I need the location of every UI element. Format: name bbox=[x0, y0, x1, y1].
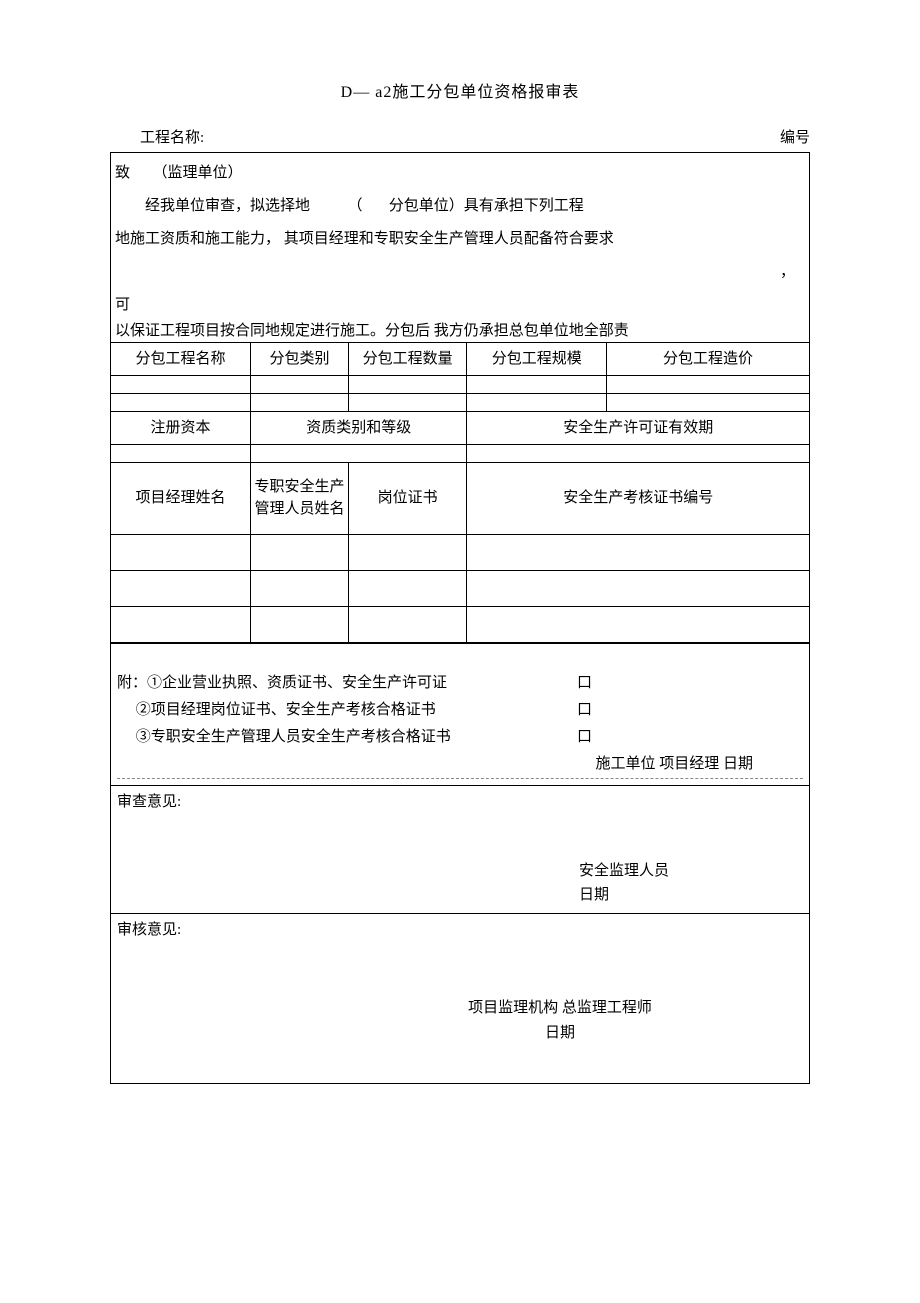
attach-text-3: ③专职安全生产管理人员安全生产考核合格证书 bbox=[136, 729, 451, 745]
table-header-row3: 项目经理姓名 专职安全生产管理人员姓名 岗位证书 安全生产考核证书编号 bbox=[111, 462, 809, 534]
col-category: 分包类别 bbox=[251, 342, 349, 375]
cell bbox=[111, 375, 251, 393]
cell bbox=[467, 444, 809, 462]
cell bbox=[111, 606, 251, 642]
construction-signature: 施工单位 项目经理 日期 bbox=[117, 751, 803, 779]
cell bbox=[348, 534, 467, 570]
date-label-2: 日期 bbox=[317, 1021, 803, 1047]
cell bbox=[467, 534, 809, 570]
cell bbox=[111, 534, 251, 570]
cell bbox=[251, 534, 349, 570]
intro-line-guarantee: 以保证工程项目按合同地规定进行施工。分包后 我方仍承担总包单位地全部责 bbox=[115, 322, 805, 342]
review1-signature: 安全监理人员 日期 bbox=[579, 859, 669, 907]
col-capital: 注册资本 bbox=[111, 411, 251, 444]
review-opinion-1: 审查意见: 安全监理人员 日期 bbox=[110, 786, 810, 914]
col-qual-level: 资质类别和等级 bbox=[251, 411, 467, 444]
attachment-item-2: ②项目经理岗位证书、安全生产考核合格证书 口 bbox=[117, 697, 803, 724]
attachments-section: 附：①企业营业执照、资质证书、安全生产许可证 口 ②项目经理岗位证书、安全生产考… bbox=[110, 644, 810, 786]
table-row bbox=[111, 570, 809, 606]
intro-line-qual: 地施工资质和施工能力， 其项目经理和专职安全生产管理人员配备符合要求 bbox=[115, 223, 805, 256]
to-label: 致 bbox=[115, 165, 130, 181]
cell bbox=[348, 375, 467, 393]
checkbox-mark: 口 bbox=[577, 724, 592, 751]
col-safety-permit: 安全生产许可证有效期 bbox=[467, 411, 809, 444]
intro-paren-open: （ bbox=[348, 198, 363, 214]
form-number-label: 编号 bbox=[780, 126, 810, 150]
cell bbox=[467, 375, 607, 393]
cell bbox=[467, 606, 809, 642]
supervisor-unit: （监理单位） bbox=[153, 165, 243, 181]
cell bbox=[251, 393, 349, 411]
intro-comma: ， bbox=[115, 256, 805, 289]
table-row bbox=[111, 375, 809, 393]
cell bbox=[251, 570, 349, 606]
attach-prefix: 附： bbox=[117, 675, 147, 691]
safety-supervisor-label: 安全监理人员 bbox=[579, 859, 669, 883]
chief-engineer-label: 项目监理机构 总监理工程师 bbox=[317, 996, 803, 1022]
intro-text-a: 经我单位审查，拟选择地 bbox=[145, 198, 310, 214]
col-project-name: 分包工程名称 bbox=[111, 342, 251, 375]
cell bbox=[467, 570, 809, 606]
cell bbox=[348, 606, 467, 642]
review2-label: 审核意见: bbox=[117, 918, 803, 942]
col-safety-staff: 专职安全生产管理人员姓名 bbox=[251, 462, 349, 534]
cell bbox=[607, 375, 809, 393]
cell bbox=[251, 444, 467, 462]
attach-text-2: ②项目经理岗位证书、安全生产考核合格证书 bbox=[136, 702, 436, 718]
review1-label: 审查意见: bbox=[117, 790, 803, 814]
form-title: D— a2施工分包单位资格报审表 bbox=[110, 80, 810, 106]
intro-line-can: 可 bbox=[115, 289, 805, 322]
attachment-item-1: 附：①企业营业执照、资质证书、安全生产许可证 口 bbox=[117, 670, 803, 697]
table-header-row2: 注册资本 资质类别和等级 安全生产许可证有效期 bbox=[111, 411, 809, 444]
cell bbox=[251, 375, 349, 393]
intro-section: 致 （监理单位） 经我单位审查，拟选择地 （ 分包单位）具有承担下列工程 地施工… bbox=[111, 153, 809, 342]
intro-line-select: 经我单位审查，拟选择地 （ 分包单位）具有承担下列工程 bbox=[115, 190, 805, 223]
col-pm-name: 项目经理姓名 bbox=[111, 462, 251, 534]
form-outer-box: 致 （监理单位） 经我单位审查，拟选择地 （ 分包单位）具有承担下列工程 地施工… bbox=[110, 152, 810, 644]
checkbox-mark: 口 bbox=[577, 697, 592, 724]
cell bbox=[348, 393, 467, 411]
col-safety-cert-no: 安全生产考核证书编号 bbox=[467, 462, 809, 534]
col-position-cert: 岗位证书 bbox=[348, 462, 467, 534]
attachment-item-3: ③专职安全生产管理人员安全生产考核合格证书 口 bbox=[117, 724, 803, 751]
cell bbox=[111, 444, 251, 462]
attach-text-1: ①企业营业执照、资质证书、安全生产许可证 bbox=[147, 675, 447, 691]
checkbox-mark: 口 bbox=[577, 670, 592, 697]
review-opinion-2: 审核意见: 项目监理机构 总监理工程师 日期 bbox=[110, 914, 810, 1084]
cell bbox=[607, 393, 809, 411]
review2-signature: 项目监理机构 总监理工程师 日期 bbox=[117, 996, 803, 1047]
table-header-row1: 分包工程名称 分包类别 分包工程数量 分包工程规模 分包工程造价 bbox=[111, 342, 809, 375]
table-row bbox=[111, 534, 809, 570]
col-quantity: 分包工程数量 bbox=[348, 342, 467, 375]
table-row bbox=[111, 606, 809, 642]
col-cost: 分包工程造价 bbox=[607, 342, 809, 375]
intro-line-to: 致 （监理单位） bbox=[115, 157, 805, 190]
col-scale: 分包工程规模 bbox=[467, 342, 607, 375]
header-row: 工程名称: 编号 bbox=[110, 126, 810, 150]
project-name-label: 工程名称: bbox=[140, 126, 204, 150]
cell bbox=[348, 570, 467, 606]
intro-text-c: 分包单位）具有承担下列工程 bbox=[389, 198, 584, 214]
cell bbox=[251, 606, 349, 642]
cell bbox=[111, 570, 251, 606]
table-row bbox=[111, 393, 809, 411]
table-row bbox=[111, 444, 809, 462]
subcontract-table: 分包工程名称 分包类别 分包工程数量 分包工程规模 分包工程造价 注册资本 资质… bbox=[111, 342, 809, 643]
cell bbox=[467, 393, 607, 411]
date-label: 日期 bbox=[579, 883, 669, 907]
cell bbox=[111, 393, 251, 411]
